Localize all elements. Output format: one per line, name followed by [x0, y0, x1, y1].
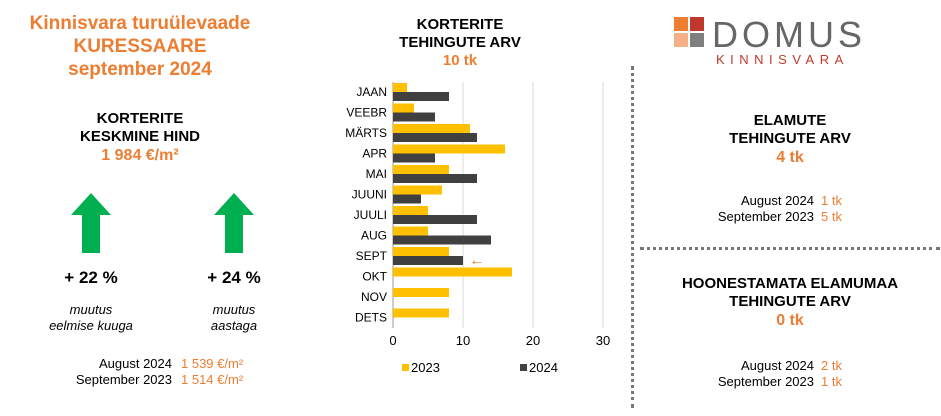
category-label: MÄRTS: [345, 126, 387, 140]
header-period: september 2024: [68, 59, 212, 80]
annotation-arrow: ←: [469, 252, 485, 269]
compare-value: 2 tk: [821, 358, 842, 373]
land-compare-values: 2 tk 1 tk: [821, 358, 881, 390]
compare-value: 1 tk: [821, 193, 842, 208]
change-month-desc-2: eelmise kuuga: [49, 318, 133, 333]
bar-2024: [393, 92, 449, 101]
houses-block: ELAMUTE TEHINGUTE ARV 4 tk: [640, 112, 940, 168]
bar-2024: [393, 215, 477, 224]
bar-2023: [393, 165, 449, 174]
bar-2023: [393, 247, 449, 256]
category-label: OKT: [362, 270, 387, 284]
vertical-divider: [631, 66, 634, 408]
bar-2023: [393, 308, 449, 318]
bar-2024: [393, 194, 421, 204]
avg-price-block: KORTERITE KESKMINE HIND 1 984 €/m²: [40, 110, 240, 166]
bar-2023: [393, 288, 449, 297]
change-month-desc-1: muutus: [69, 302, 113, 317]
category-label: APR: [362, 147, 387, 161]
change-month-pct: + 22 %: [64, 268, 118, 287]
category-label: JUULI: [354, 208, 387, 222]
compare-value: 1 514 €/m²: [181, 372, 244, 387]
avg-price-value: 1 984 €/m²: [101, 147, 179, 164]
category-label: VEEBR: [346, 106, 387, 120]
compare-label: September 2023: [717, 374, 814, 389]
up-arrow-icon: [71, 193, 111, 253]
change-year-desc-2: aastaga: [210, 318, 258, 333]
avg-compare-values: 1 539 €/m² 1 514 €/m²: [181, 356, 291, 388]
logo-name: DOMUS: [712, 14, 866, 55]
avg-price-title-1: KORTERITE: [96, 110, 184, 127]
land-title-1: HOONESTAMATA ELAMUMAA: [681, 275, 899, 292]
land-title-2: TEHINGUTE ARV: [729, 293, 851, 310]
bar-2023: [393, 144, 505, 154]
change-year-pct: + 24 %: [207, 268, 261, 287]
domus-logo: DOMUS KINNISVARA: [674, 14, 866, 67]
houses-title-2: TEHINGUTE ARV: [729, 130, 851, 147]
bar-2023: [393, 103, 414, 113]
category-label: JUUNI: [352, 188, 387, 202]
bar-2023: [393, 83, 407, 92]
horizontal-divider: [640, 247, 940, 250]
legend-swatch: [520, 364, 527, 371]
bar-2023: [393, 267, 512, 277]
bar-2024: [393, 174, 477, 183]
category-label: SEPT: [356, 249, 388, 263]
category-label: NOV: [361, 290, 387, 304]
compare-label: August 2024: [740, 358, 814, 373]
x-tick-label: 20: [526, 333, 540, 348]
houses-title-1: ELAMUTE: [753, 112, 827, 129]
change-year-desc: muutus aastaga: [164, 302, 304, 334]
category-label: DETS: [355, 311, 387, 325]
bar-2024: [393, 235, 491, 245]
chart-heading: KORTERITE TEHINGUTE ARV 10 tk: [360, 16, 560, 70]
report-header: Kinnisvara turuülevaade KURESSAARE septe…: [10, 12, 270, 81]
deals-bar-chart: 0 10 20 30 JAAN VEEBR MÄRTS APR MAI JUUNI JUULI AUG…: [345, 82, 610, 375]
logo-sub: KINNISVARA: [716, 52, 849, 67]
category-label: MAI: [366, 167, 387, 181]
land-block: HOONESTAMATA ELAMUMAA TEHINGUTE ARV 0 tk: [640, 275, 940, 331]
bar-2023: [393, 226, 428, 236]
compare-label: August 2024: [740, 193, 814, 208]
compare-label: September 2023: [717, 209, 814, 224]
chart-value: 10 tk: [442, 52, 478, 69]
legend-label: 2024: [529, 360, 558, 375]
change-year-desc-1: muutus: [212, 302, 256, 317]
land-value: 0 tk: [776, 312, 804, 329]
change-month-desc: muutus eelmise kuuga: [21, 302, 161, 334]
houses-compare-values: 1 tk 5 tk: [821, 193, 881, 225]
x-tick-label: 10: [456, 333, 470, 348]
legend-swatch: [402, 364, 409, 371]
category-label: JAAN: [356, 85, 387, 99]
bar-2024: [393, 153, 435, 163]
header-city: KURESSAARE: [73, 36, 207, 57]
x-tick-label: 30: [596, 333, 610, 348]
legend-label: 2023: [411, 360, 440, 375]
compare-value: 1 539 €/m²: [181, 356, 244, 371]
header-title: Kinnisvara turuülevaade: [29, 13, 251, 34]
avg-price-title-2: KESKMINE HIND: [79, 128, 200, 145]
houses-compare-labels: August 2024 September 2023: [674, 193, 814, 225]
chart-title-2: TEHINGUTE ARV: [399, 34, 521, 51]
x-tick-label: 0: [389, 333, 396, 348]
land-compare-labels: August 2024 September 2023: [674, 358, 814, 390]
compare-value: 1 tk: [821, 374, 842, 389]
compare-label: August 2024: [98, 356, 172, 371]
avg-compare-labels: August 2024 September 2023: [62, 356, 172, 388]
category-label: AUG: [361, 229, 387, 243]
compare-label: September 2023: [75, 372, 172, 387]
bar-2024: [393, 112, 435, 122]
bar-2023: [393, 185, 442, 195]
bar-2023: [393, 124, 470, 133]
compare-value: 5 tk: [821, 209, 842, 224]
bar-2023: [393, 206, 428, 215]
bar-2024: [393, 133, 477, 142]
chart-title-1: KORTERITE: [416, 16, 504, 33]
up-arrow-icon: [214, 193, 254, 253]
houses-value: 4 tk: [776, 149, 804, 166]
bar-2024: [393, 256, 463, 265]
